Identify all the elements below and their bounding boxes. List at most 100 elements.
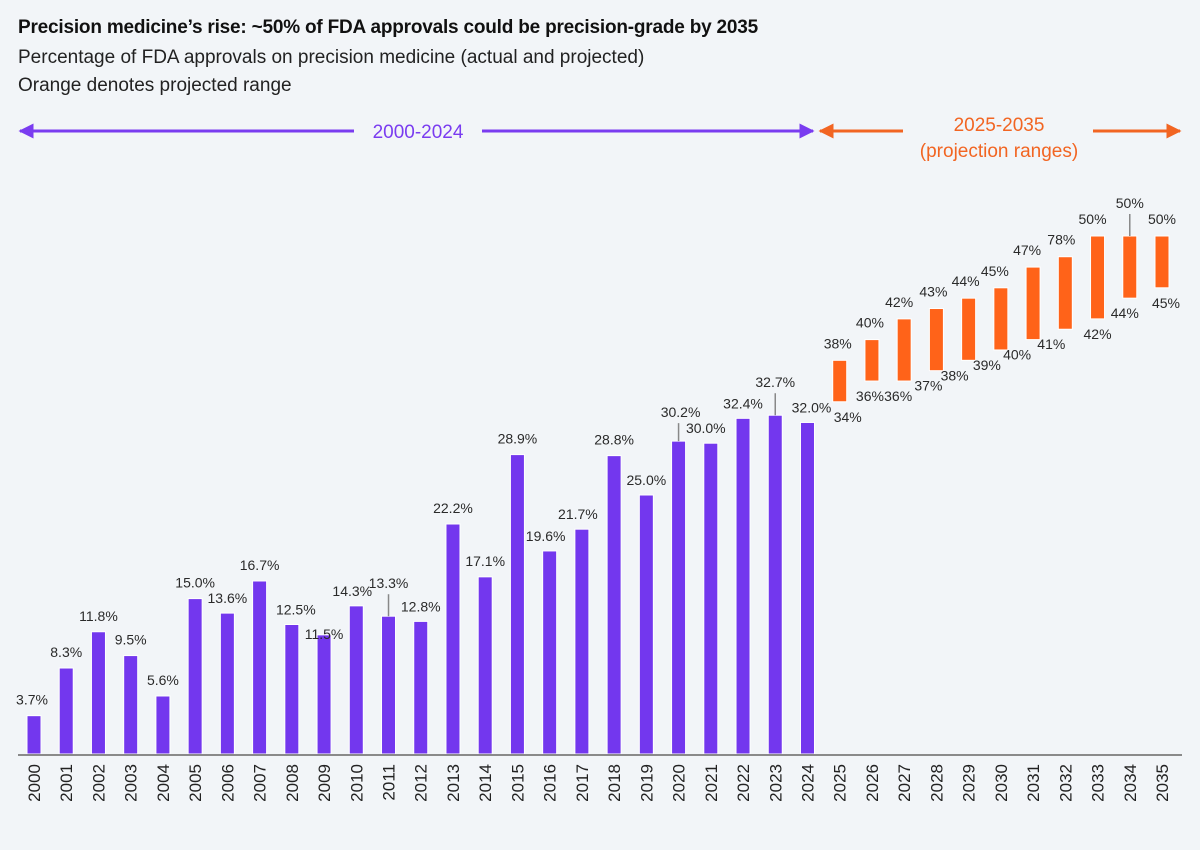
range-low-label-2029: 38%: [941, 367, 969, 383]
x-tick-label-2030: 2030: [992, 764, 1011, 802]
bar-label-2011: 13.3%: [369, 575, 409, 591]
chart-title: Precision medicine’s rise: ~50% of FDA a…: [18, 17, 759, 38]
bar-label-2021: 30.0%: [686, 420, 726, 436]
x-axis-ticks: 2000 2001 2002 2003 2004 2005 2006 2007 2008 2009…: [25, 764, 1172, 802]
bar-label-2005: 15.0%: [175, 575, 215, 591]
bar-actual-2022: [735, 417, 751, 755]
x-tick-label-2025: 2025: [831, 764, 850, 802]
chart-note: Orange denotes projected range: [18, 75, 292, 96]
x-tick-label-2027: 2027: [895, 764, 914, 802]
bar-actual-2014: [477, 576, 493, 755]
bar-label-2010: 14.3%: [332, 583, 372, 599]
x-tick-label-2022: 2022: [734, 764, 753, 802]
bar-label-2006: 13.6%: [208, 590, 248, 606]
x-tick-label-2023: 2023: [766, 764, 785, 802]
x-tick-label-2029: 2029: [960, 764, 979, 802]
range-high-label-2029: 44%: [952, 273, 980, 289]
range-low-label-2030: 39%: [973, 357, 1001, 373]
bar-label-2007: 16.7%: [240, 557, 280, 573]
range-high-label-2032: 78%: [1047, 232, 1075, 248]
x-tick-label-2021: 2021: [702, 764, 721, 802]
x-tick-label-2002: 2002: [89, 764, 108, 802]
x-tick-label-2033: 2033: [1089, 764, 1108, 802]
bar-actual-2004: [155, 695, 171, 755]
bar-actual-2011: [381, 615, 397, 755]
bar-actual-2001: [58, 667, 74, 755]
range-bar-2034: [1122, 235, 1138, 299]
x-tick-label-2035: 2035: [1153, 764, 1172, 802]
x-tick-label-2008: 2008: [283, 764, 302, 802]
x-tick-label-2032: 2032: [1056, 764, 1075, 802]
bar-actual-2023: [767, 414, 783, 755]
bar-actual-2015: [509, 454, 525, 755]
range-low-label-2035: 45%: [1152, 295, 1180, 311]
bar-actual-2010: [348, 605, 364, 755]
x-tick-label-2003: 2003: [122, 764, 141, 802]
range-high-label-2030: 45%: [981, 263, 1009, 279]
x-tick-label-2009: 2009: [315, 764, 334, 802]
historical-range-annotation: 2000-2024: [18, 122, 815, 143]
bar-label-2012: 12.8%: [401, 598, 441, 614]
x-tick-label-2024: 2024: [798, 764, 817, 802]
x-tick-label-2028: 2028: [927, 764, 946, 802]
range-high-label-2031: 47%: [1013, 242, 1041, 258]
bar-actual-2019: [638, 494, 654, 755]
x-tick-label-2026: 2026: [863, 764, 882, 802]
bar-actual-2020: [671, 440, 687, 755]
projection-range-annotation: 2025-2035 (projection ranges): [818, 115, 1182, 162]
bar-actual-2017: [574, 528, 590, 755]
bar-label-2008: 12.5%: [276, 602, 316, 618]
x-tick-label-2015: 2015: [508, 764, 527, 802]
x-tick-label-2017: 2017: [573, 764, 592, 802]
bar-actual-2013: [445, 523, 461, 755]
bar-actual-2007: [252, 580, 268, 755]
x-tick-label-2012: 2012: [412, 764, 431, 802]
range-bar-2027: [896, 318, 912, 382]
x-tick-label-2011: 2011: [380, 764, 399, 801]
bar-actual-2016: [542, 550, 558, 755]
projection-range-label: 2025-2035: [954, 115, 1045, 136]
bar-label-2001: 8.3%: [50, 644, 82, 660]
bar-actual-2005: [187, 598, 203, 755]
x-tick-label-2010: 2010: [347, 764, 366, 802]
x-tick-label-2006: 2006: [218, 764, 237, 802]
bar-label-2002: 11.8%: [79, 608, 118, 624]
range-bar-2026: [864, 339, 880, 382]
x-tick-label-2020: 2020: [670, 764, 689, 802]
bar-label-2023: 32.7%: [755, 374, 795, 390]
range-low-label-2027: 36%: [884, 388, 912, 404]
bar-actual-2024: [799, 421, 815, 755]
bar-label-2020: 30.2%: [661, 404, 701, 420]
range-bar-2032: [1057, 256, 1073, 330]
x-tick-label-2004: 2004: [154, 764, 173, 802]
x-tick-label-2013: 2013: [444, 764, 463, 802]
x-tick-label-2019: 2019: [637, 764, 656, 802]
range-high-label-2035: 50%: [1148, 211, 1176, 227]
range-high-label-2033: 50%: [1079, 211, 1107, 227]
range-low-label-2032: 41%: [1037, 336, 1065, 352]
range-bar-2031: [1025, 266, 1041, 341]
range-bar-2035: [1154, 235, 1170, 289]
labels-layer: 3.7% 8.3% 11.8% 9.5% 5.6% 15.0%13.6% 16.7% 12.5…: [16, 195, 1180, 708]
range-low-label-2033: 42%: [1084, 326, 1112, 342]
range-high-label-2025: 38%: [824, 335, 852, 351]
bar-label-2015: 28.9%: [498, 431, 538, 447]
bar-label-2014: 17.1%: [465, 553, 505, 569]
range-low-label-2026: 36%: [856, 388, 884, 404]
x-tick-label-2014: 2014: [476, 764, 495, 802]
projection-range-sublabel: (projection ranges): [920, 141, 1078, 162]
x-tick-label-2001: 2001: [57, 764, 76, 802]
bar-label-2003: 9.5%: [115, 632, 147, 648]
bar-label-2009: 11.5%: [305, 626, 344, 642]
range-low-label-2028: 37%: [914, 378, 942, 394]
bar-actual-2006: [219, 612, 235, 755]
range-low-label-2034: 44%: [1111, 305, 1139, 321]
x-tick-label-2000: 2000: [25, 764, 44, 802]
range-high-label-2026: 40%: [856, 315, 884, 331]
bar-actual-2009: [316, 634, 332, 755]
range-high-label-2028: 43%: [919, 284, 947, 300]
range-bar-2030: [993, 287, 1009, 351]
x-tick-label-2018: 2018: [605, 764, 624, 802]
range-bar-2028: [928, 308, 944, 372]
range-low-label-2031: 40%: [1003, 347, 1031, 363]
